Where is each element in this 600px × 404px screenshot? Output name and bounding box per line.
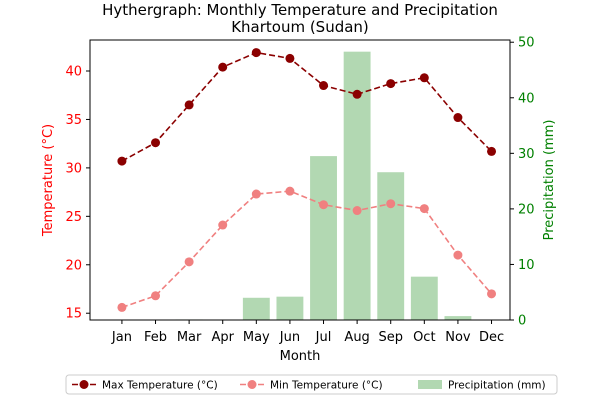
max-temperature-point-jul	[319, 81, 329, 91]
min-temperature-point-oct	[419, 204, 429, 214]
y-right-tick-label: 30	[518, 147, 535, 162]
temperature-lines	[117, 48, 497, 312]
x-axis-label: Month	[280, 349, 321, 364]
min-temperature-point-dec	[487, 289, 497, 299]
y-left-tick-label: 30	[65, 161, 82, 176]
y-left-tick-label: 15	[65, 307, 82, 322]
legend-label: Precipitation (mm)	[448, 380, 546, 392]
min-temperature-point-jun	[285, 186, 295, 196]
y-left-tick-label: 25	[65, 210, 82, 225]
max-temperature-point-jun	[285, 53, 295, 63]
x-tick-label: May	[243, 330, 270, 345]
y-left-tick-label: 35	[65, 113, 82, 128]
y-right-tick-label: 50	[518, 36, 535, 51]
y-right-tick-label: 10	[518, 258, 535, 273]
min-temperature-point-jul	[319, 200, 329, 210]
precipitation-bar-oct	[410, 276, 438, 320]
precipitation-bar-may	[242, 297, 270, 320]
precipitation-bar-jul	[310, 156, 337, 320]
min-temperature-point-sep	[386, 199, 396, 209]
x-tick-label: Apr	[211, 330, 234, 345]
max-temperature-point-feb	[151, 138, 161, 148]
min-temperature-point-may	[251, 189, 261, 199]
max-temperature-point-aug	[352, 89, 362, 99]
x-tick-label: Sep	[378, 330, 403, 345]
min-temperature-point-aug	[352, 206, 362, 216]
min-temperature-point-apr	[218, 220, 228, 230]
y-left-tick-label: 20	[65, 258, 82, 273]
chart-legend: Max Temperature (°C) Min Temperature (°C)…	[65, 374, 558, 395]
precipitation-bars	[175, 51, 472, 321]
max-temperature-line	[121, 51, 493, 162]
y-axis-right-label: Precipitation (mm)	[542, 120, 557, 241]
x-tick-label: Aug	[344, 330, 369, 345]
max-temperature-point-nov	[453, 113, 463, 123]
max-temperature-point-mar	[184, 100, 194, 110]
min-temperature-point-nov	[453, 250, 463, 260]
x-tick-label: Dec	[479, 330, 504, 345]
min-temperature-point-jan	[117, 302, 127, 312]
x-tick-label: Feb	[144, 330, 167, 345]
legend-label: Min Temperature (°C)	[270, 380, 383, 392]
precipitation-bar-jun	[276, 296, 304, 320]
max-temperature-point-may	[251, 48, 261, 58]
legend-box	[65, 374, 558, 395]
y-right-tick-label: 40	[518, 91, 535, 106]
min-temperature-point-feb	[151, 291, 161, 301]
legend-swatch-marker	[79, 380, 89, 389]
plot-frame	[89, 39, 511, 321]
legend-label: Max Temperature (°C)	[102, 380, 218, 392]
min-temperature-point-mar	[184, 257, 194, 267]
y-left-tick-label: 40	[65, 65, 82, 80]
x-tick-label: Nov	[445, 330, 471, 345]
x-tick-label: Mar	[177, 330, 202, 345]
x-tick-label: Jul	[315, 330, 332, 345]
y-right-tick-label: 20	[518, 202, 535, 217]
x-tick-label: Jun	[279, 330, 300, 345]
max-temperature-point-sep	[386, 79, 396, 89]
max-temperature-point-apr	[218, 62, 228, 72]
precipitation-bar-nov	[444, 316, 472, 320]
y-right-tick-label: 0	[518, 314, 526, 329]
chart-title: Hythergraph: Monthly Temperature and Pre…	[102, 1, 498, 19]
x-tick-label: Oct	[413, 330, 435, 345]
x-tick-label: Jan	[111, 330, 132, 345]
legend-swatch-bar	[418, 380, 442, 389]
chart-subtitle: Khartoum (Sudan)	[231, 18, 369, 36]
max-temperature-point-dec	[487, 146, 497, 156]
max-temperature-point-oct	[419, 73, 429, 83]
chart-axes: Jan Feb Mar Apr May Jun Jul Aug Sep Oct Nov Dec 15 20…	[65, 36, 534, 345]
precipitation-bar-sep	[377, 172, 405, 320]
max-temperature-point-jan	[117, 156, 127, 166]
min-temperature-line	[121, 190, 493, 309]
legend-swatch-marker	[247, 380, 257, 389]
y-axis-left-label: Temperature (°C)	[41, 124, 56, 237]
